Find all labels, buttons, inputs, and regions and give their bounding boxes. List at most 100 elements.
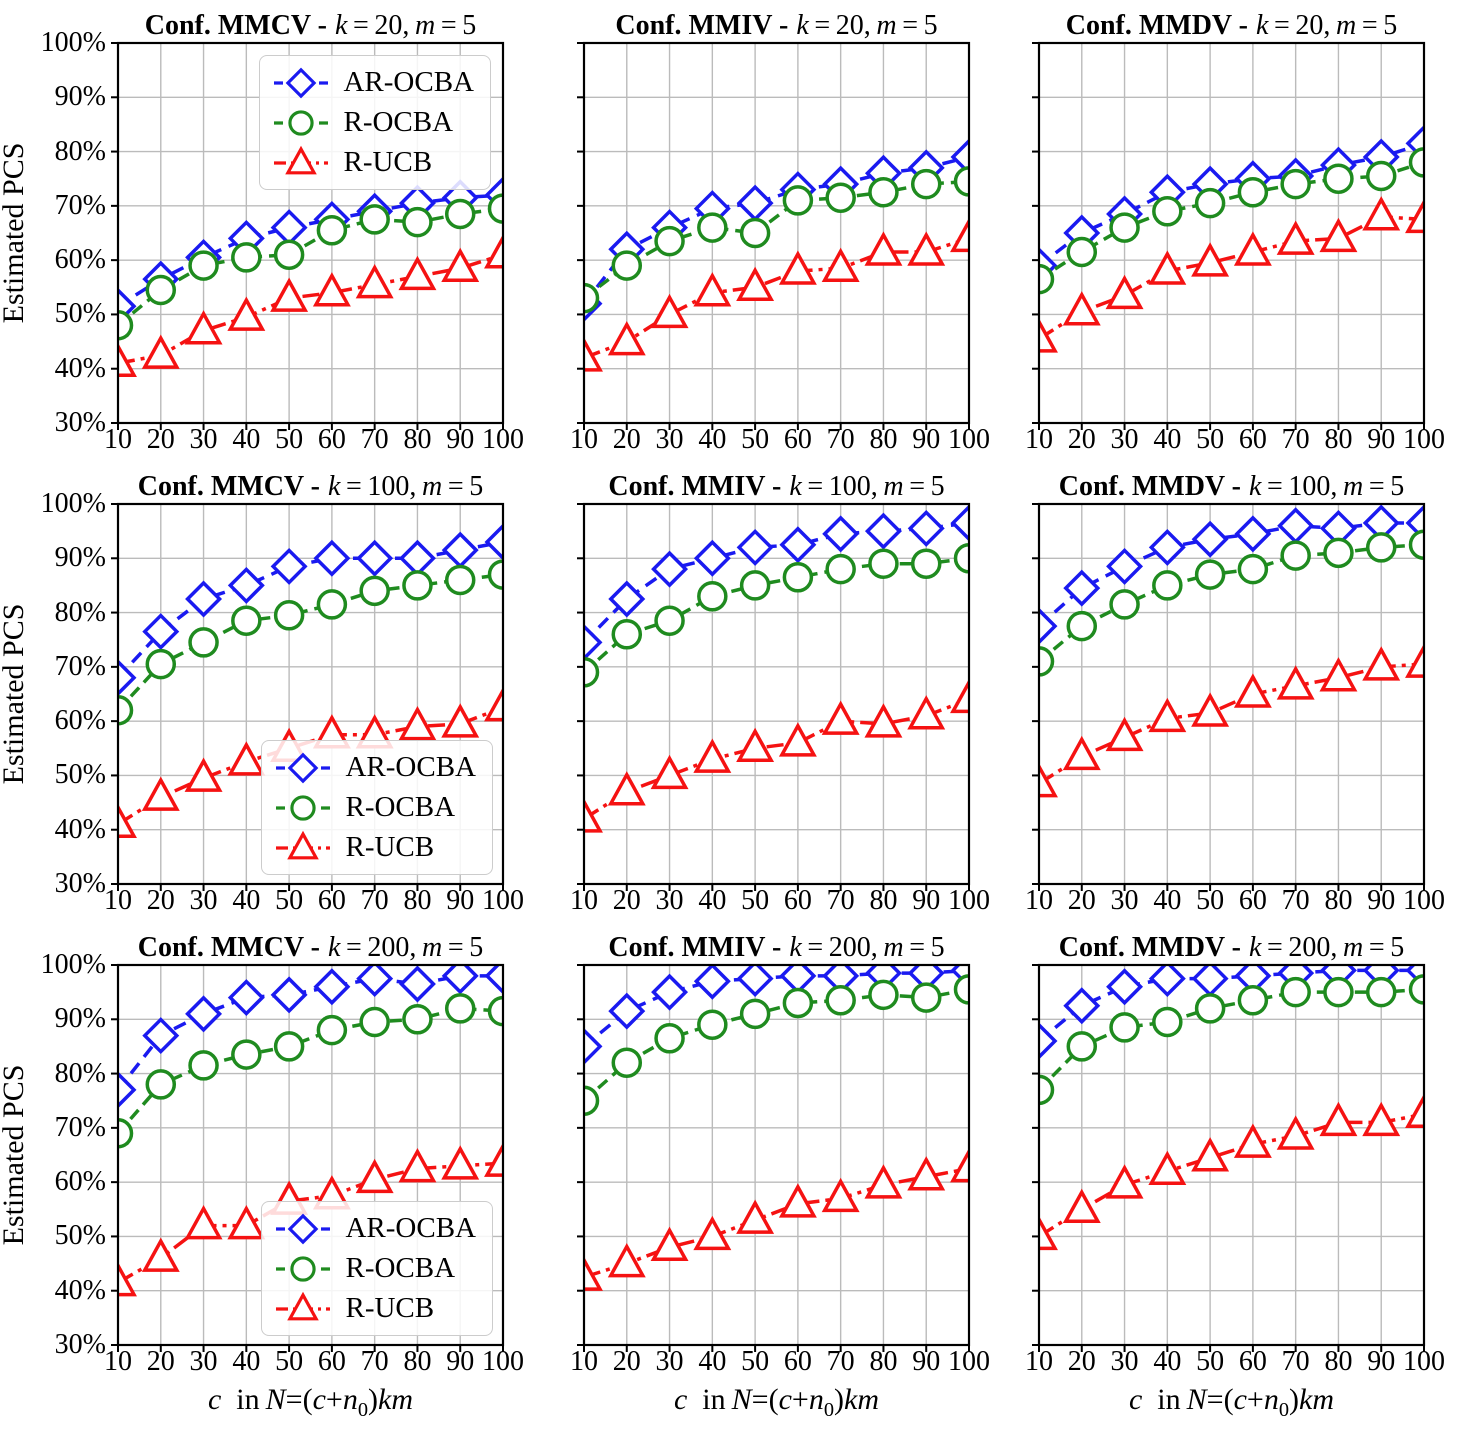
- circle-marker: [188, 250, 219, 281]
- diamond-marker: [270, 547, 308, 585]
- x-axis-label-part: N: [731, 1383, 752, 1416]
- triangle-marker: [441, 1145, 480, 1180]
- y-tick-label: 100%: [40, 27, 106, 58]
- circle-marker: [273, 239, 305, 270]
- series-line-r-ocba: [583, 556, 970, 674]
- series-line-r-ocba: [117, 572, 504, 712]
- chart-title: Conf. MMDV -k = 200, m = 5: [1039, 918, 1424, 965]
- circle-marker: [654, 1023, 685, 1054]
- chart-title: Conf. MMCV -k = 20, m = 5: [118, 2, 503, 43]
- axis-ticks: [577, 964, 970, 1352]
- x-tick-label: 30: [189, 885, 218, 916]
- circle-marker: [1194, 993, 1226, 1024]
- circle-marker: [782, 987, 814, 1019]
- series-line-r-ocba: [583, 179, 970, 300]
- diamond-marker: [1106, 547, 1144, 585]
- legend-entry-r-ocba: R-OCBA: [272, 103, 474, 142]
- y-tick-label: 40%: [54, 813, 106, 845]
- diamond-marker: [1148, 965, 1186, 998]
- circle-marker: [1280, 540, 1311, 571]
- x-tick-label: 80: [869, 1346, 898, 1377]
- chart-title-params: k = 20, m = 5: [796, 10, 938, 41]
- x-tick-label: 100: [1403, 1346, 1445, 1377]
- diamond-marker: [288, 752, 319, 783]
- triangle-marker: [398, 1147, 437, 1183]
- circle-marker: [654, 605, 685, 636]
- x-axis-label-part: km: [378, 1383, 414, 1416]
- triangle-marker: [1105, 1164, 1144, 1199]
- diamond-marker: [313, 968, 351, 1006]
- x-tick-labels: 10 20 30 40 50 60 70 80 90 100: [104, 423, 524, 457]
- x-tick-label: 60: [1238, 885, 1267, 916]
- axes-frame: [1037, 963, 1426, 1347]
- x-tick-label: 80: [869, 885, 898, 916]
- y-tick-label: 80%: [54, 596, 106, 628]
- diamond-marker: [736, 965, 774, 998]
- circle-marker: [145, 648, 177, 680]
- plot-area: 100% 90% 80% 70% 60% 50% 40% 30% Estimated PCS AR…: [0, 29, 505, 437]
- grid-lines: [584, 965, 969, 1345]
- x-tick-label: 80: [403, 885, 432, 916]
- triangle-marker: [693, 1215, 732, 1251]
- circle-marker: [402, 1004, 433, 1035]
- x-axis-label-part: N: [265, 1383, 286, 1416]
- x-axis-label-part: =(: [285, 1383, 313, 1416]
- x-tick-label: 60: [783, 1346, 812, 1377]
- triangle-marker: [821, 1177, 860, 1213]
- x-tick-label: 50: [275, 885, 304, 916]
- x-axis-label: c in N=(c+n0)km: [584, 1379, 969, 1429]
- x-tick-label: 50: [275, 424, 304, 455]
- x-tick-label: 50: [1196, 885, 1225, 916]
- axis-ticks: [1032, 964, 1425, 1352]
- series-line-ar-ocba: [583, 521, 970, 644]
- series-line-r-ocba: [1038, 160, 1425, 281]
- legend-marker-circle-icon: [274, 109, 329, 136]
- x-axis-label-part: =(: [751, 1383, 779, 1416]
- x-tick-label: 30: [1110, 885, 1139, 916]
- x-tick-label: 80: [403, 424, 432, 455]
- series-line-r-ocba: [117, 1006, 504, 1135]
- chart-title-params: k = 200, m = 5: [789, 932, 945, 963]
- triangle-marker: [312, 272, 351, 307]
- x-tick-label: 60: [317, 424, 346, 455]
- triangle-marker: [1276, 220, 1315, 255]
- x-tick-labels: 10 20 30 40 50 60 70 80 90 100: [1025, 884, 1445, 918]
- x-tick-label: 70: [1281, 424, 1310, 455]
- x-tick-label: 10: [104, 1346, 132, 1377]
- diamond-marker: [1277, 507, 1315, 545]
- x-tick-label: 40: [232, 1346, 261, 1377]
- x-tick-label: 30: [1110, 424, 1139, 455]
- chart-title-conf: Conf. MMDV -: [1058, 471, 1241, 502]
- x-axis-label: c in N=(c+n0)km: [1039, 1379, 1424, 1429]
- x-tick-labels: 10 20 30 40 50 60 70 80 90 100: [104, 884, 524, 918]
- triangle-marker: [227, 296, 266, 331]
- circle-marker: [611, 1047, 643, 1078]
- circle-marker: [910, 982, 942, 1013]
- circle-marker: [1365, 976, 1397, 1008]
- circle-marker: [1365, 532, 1397, 563]
- circle-marker: [868, 548, 899, 579]
- x-tick-label: 80: [869, 424, 898, 455]
- x-tick-label: 90: [446, 885, 475, 916]
- diamond-marker: [288, 1213, 319, 1244]
- diamond-marker: [185, 995, 223, 1033]
- triangle-marker: [864, 1164, 903, 1199]
- x-axis-label-part: 0: [357, 1399, 369, 1421]
- x-tick-labels: 10 20 30 40 50 60 70 80 90 100: [570, 423, 990, 457]
- chart-title-params: k = 200, m = 5: [1248, 932, 1405, 963]
- x-axis-label-part: n: [808, 1383, 824, 1416]
- chart-title: Conf. MMCV -k = 200, m = 5: [118, 918, 503, 965]
- chart-row: Conf. MMCV -k = 100, m = 5 100% 90% 80% 70% 6…: [0, 457, 1462, 918]
- circle-marker: [402, 206, 433, 238]
- series-markers-r-ocba: [1038, 147, 1425, 295]
- x-axis-label-part: =(: [1206, 1383, 1234, 1416]
- series-markers-r-ocba: [117, 993, 504, 1149]
- x-axis-label-part: c: [778, 1383, 792, 1416]
- series-markers-r-ucb: [583, 678, 970, 833]
- chart-title-conf: Conf. MMCV -: [144, 10, 327, 41]
- chart-cell-mmdv-k20: Conf. MMDV -k = 20, m = 5 10 20 30 40 50 60 70 8…: [1025, 2, 1445, 457]
- circle-marker: [1194, 559, 1226, 590]
- triangle-marker: [184, 310, 223, 345]
- diamond-marker: [1063, 987, 1101, 1025]
